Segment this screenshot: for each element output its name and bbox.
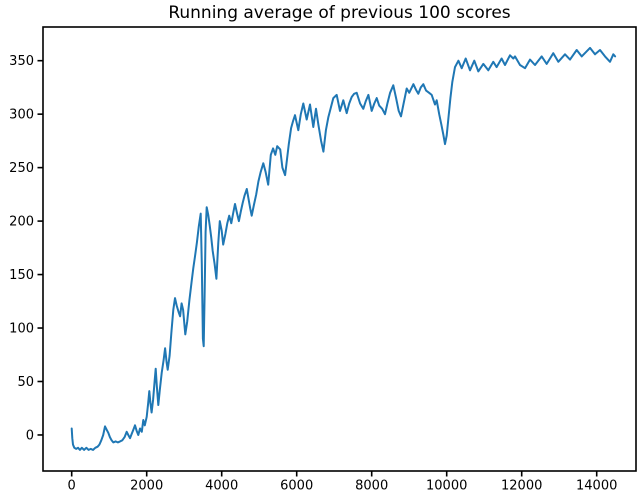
y-tick-label: 350 <box>9 54 34 69</box>
y-tick-label: 100 <box>9 322 34 337</box>
y-tick-label: 300 <box>9 108 34 123</box>
chart-title: Running average of previous 100 scores <box>168 3 511 23</box>
x-tick-label: 8000 <box>355 479 388 494</box>
y-tick-label: 250 <box>9 161 34 176</box>
x-tick-label: 6000 <box>280 479 313 494</box>
x-tick-label: 2000 <box>130 479 163 494</box>
y-tick-label: 150 <box>9 268 34 283</box>
x-tick-label: 10000 <box>426 479 467 494</box>
x-tick-label: 12000 <box>501 479 542 494</box>
series-line <box>70 46 617 451</box>
y-tick-label: 50 <box>17 375 34 390</box>
x-tick-label: 14000 <box>576 479 617 494</box>
y-tick-label: 200 <box>9 215 34 230</box>
plot-border <box>42 26 637 472</box>
y-tick-label: 0 <box>26 428 34 443</box>
x-tick-label: 4000 <box>205 479 238 494</box>
x-tick-label: 0 <box>68 479 76 494</box>
